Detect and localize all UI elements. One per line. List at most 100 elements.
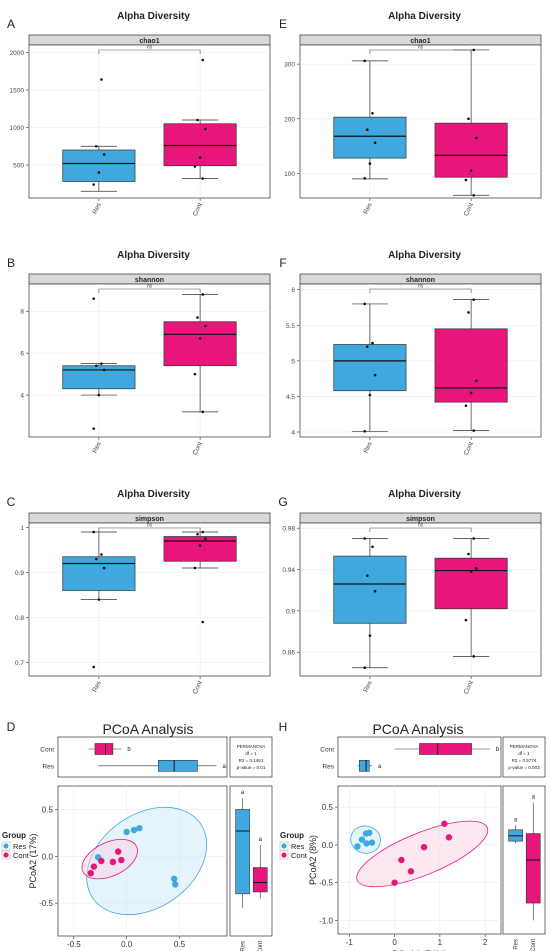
x-tick-label: Res: [362, 201, 374, 215]
y-tick-label: 0.0: [322, 841, 334, 850]
box-cont: [94, 743, 114, 755]
chart-title: Alpha Diversity: [117, 489, 190, 500]
data-point: [363, 59, 366, 63]
data-point: [198, 337, 202, 340]
box-res: [333, 344, 407, 392]
group-tick-label: Cont: [320, 747, 334, 754]
data-point: [371, 545, 374, 549]
y-tick-label: 5.5: [286, 323, 295, 330]
x-tick-label: 0.0: [121, 940, 133, 949]
x-tick-label: Res: [91, 679, 103, 693]
point-cont: [115, 848, 122, 855]
data-point: [472, 537, 476, 540]
y-tick-label: -0.5: [319, 879, 333, 888]
y-tick-label: 4.5: [286, 394, 295, 401]
panel-letter: H: [279, 720, 288, 734]
data-point: [363, 177, 366, 180]
marginal-panel-top: [57, 736, 228, 778]
legend-label: Cont: [13, 851, 30, 860]
data-point: [464, 618, 468, 622]
significance-label: ns: [147, 523, 153, 529]
data-point: [467, 552, 470, 556]
significance-bracket: [98, 288, 201, 293]
x-axis-label: PCoA1 (74%): [392, 949, 447, 951]
data-point: [193, 566, 197, 570]
data-point: [97, 598, 101, 601]
group-tick-label: Res: [42, 763, 54, 770]
legend-label: Res: [291, 842, 305, 851]
permanova-text: p-value = 0.01: [237, 765, 266, 770]
significance-label: ns: [418, 284, 424, 290]
significance-letter: b: [127, 747, 131, 753]
panel-letter: E: [279, 17, 287, 31]
data-point: [92, 530, 95, 534]
permanova-text: R2 = 0.1461: [239, 758, 264, 763]
data-point: [363, 302, 366, 306]
significance-label: ns: [147, 284, 153, 290]
x-tick-label: Res: [362, 679, 374, 693]
panel-letter: C: [7, 495, 16, 509]
significance-letter: b: [496, 747, 500, 753]
significance-bracket: [98, 49, 201, 54]
confidence-ellipse-cont: [356, 820, 489, 888]
box-cont: [163, 321, 237, 367]
data-point: [201, 58, 205, 62]
data-point: [204, 324, 207, 328]
legend-title: Group: [2, 831, 26, 840]
significance-bracket: [369, 288, 472, 293]
data-point: [373, 589, 377, 593]
y-tick-label: 0.0: [42, 852, 54, 861]
significance-letter: a: [378, 764, 382, 770]
legend-marker-res: [281, 843, 287, 849]
data-point: [475, 136, 478, 140]
point-res: [363, 840, 370, 847]
point-cont: [391, 879, 398, 886]
point-res: [354, 843, 361, 850]
chart-title: Alpha Diversity: [388, 250, 461, 261]
data-point: [201, 177, 205, 180]
x-tick-label: 0: [392, 938, 397, 947]
data-point: [196, 532, 199, 536]
data-point: [472, 429, 476, 432]
y-tick-label: 300: [284, 62, 295, 69]
data-point: [368, 634, 372, 637]
data-point: [102, 566, 106, 570]
box-res: [158, 759, 198, 772]
box-cont: [163, 536, 237, 562]
x-tick-label: Cont: [192, 441, 204, 457]
point-res: [358, 836, 366, 843]
data-point: [102, 368, 106, 372]
permanova-text: df = 1: [518, 751, 530, 756]
panel-letter: B: [7, 256, 15, 270]
group-tick-label: Res: [514, 939, 520, 950]
y-axis-label: PCoA2 (17%): [28, 833, 38, 888]
y-tick-label: 1500: [10, 88, 25, 95]
point-res: [368, 839, 376, 846]
data-point: [365, 574, 369, 578]
y-tick-label: 0.86: [282, 650, 295, 657]
box-cont: [434, 122, 508, 178]
x-tick-label: 1: [438, 938, 443, 947]
y-tick-label: 0.98: [282, 526, 295, 533]
y-tick-label: 0.7: [15, 660, 24, 667]
y-tick-label: 0.5: [322, 803, 334, 812]
data-point: [363, 430, 366, 433]
y-tick-label: 1000: [10, 125, 25, 132]
legend-title: Group: [280, 831, 304, 840]
significance-bracket: [369, 49, 472, 54]
group-tick-label: Cont: [531, 939, 537, 951]
data-point: [467, 117, 470, 121]
data-point: [472, 48, 476, 52]
data-point: [371, 341, 374, 345]
facet-label: chao1: [139, 38, 159, 45]
significance-letter: a: [241, 790, 245, 796]
significance-label: ns: [418, 45, 424, 51]
y-tick-label: 5: [291, 358, 295, 365]
data-point: [475, 567, 478, 570]
point-res: [170, 875, 178, 883]
data-point: [92, 665, 95, 669]
panel-letter: A: [7, 17, 15, 31]
data-point: [196, 118, 199, 122]
significance-letter: a: [222, 764, 226, 770]
